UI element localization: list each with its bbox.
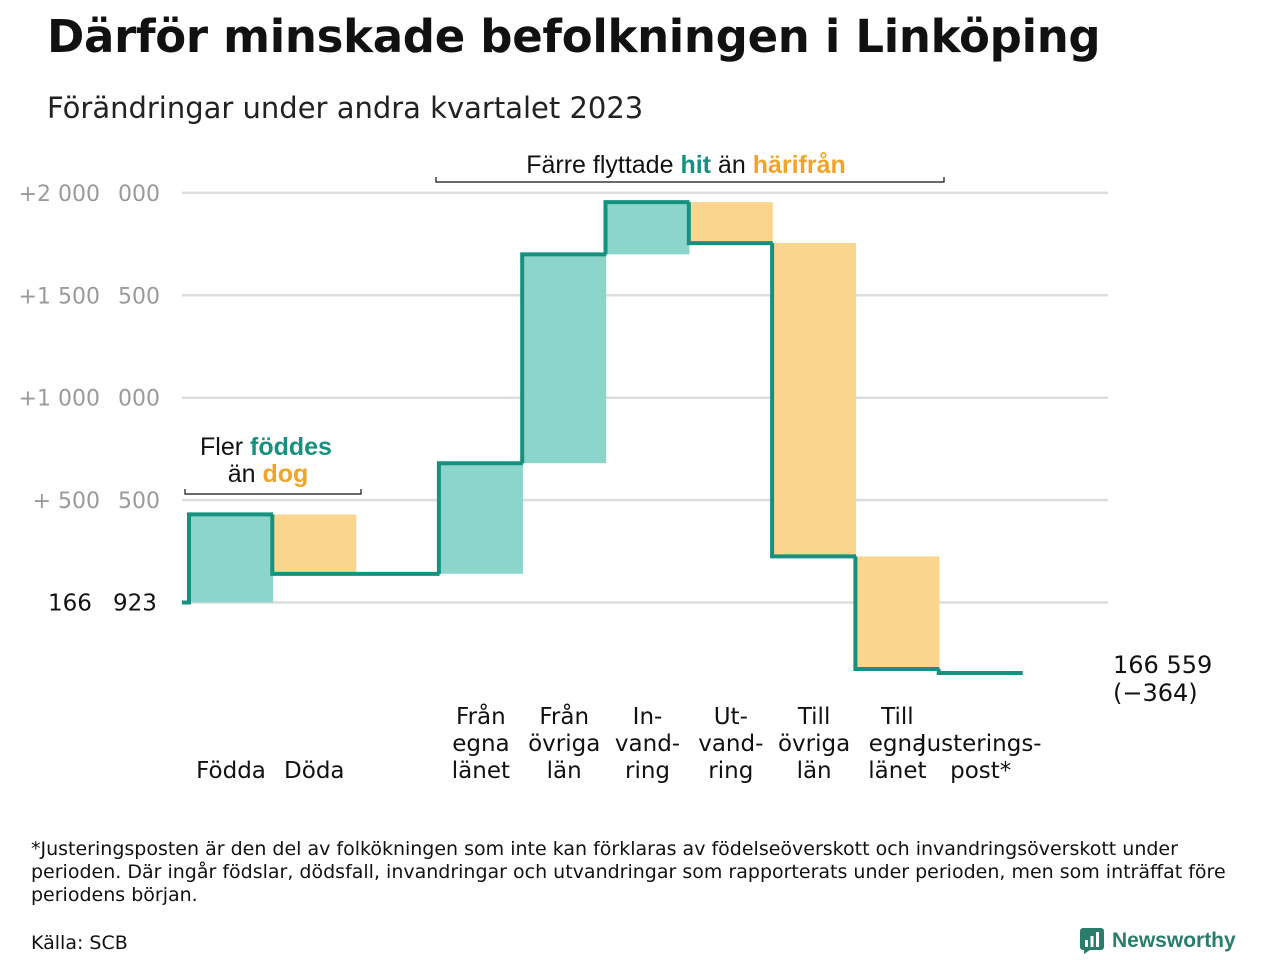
category-label: Från (456, 702, 506, 730)
bar-negative (272, 514, 357, 574)
category-label: Döda (284, 758, 344, 784)
annotation-births: än dog (228, 460, 309, 488)
start-value-label: 166 (48, 591, 92, 617)
annotation-part: än (228, 460, 263, 488)
y-tick-label: 500 (118, 284, 160, 309)
source-note: Källa: SCB (31, 932, 128, 954)
category-label: länet (452, 758, 510, 784)
category-label: län (797, 758, 832, 784)
category-label: ring (708, 758, 753, 784)
category-label: Från (539, 702, 589, 730)
y-tick-label: +1 000 (19, 387, 100, 412)
category-label: egna (869, 731, 926, 757)
end-value-label: 166 559 (1113, 651, 1212, 679)
y-tick-label: 000 (118, 182, 160, 207)
bar-negative (688, 202, 773, 244)
annotation-part: dog (262, 460, 308, 488)
category-label: län (547, 758, 582, 784)
category-label: övriga (528, 731, 600, 757)
footnote: *Justeringsposten är den del av folkökni… (31, 838, 1226, 906)
category-label: In- (633, 704, 663, 730)
category-label: Till (797, 704, 831, 730)
category-label: övriga (778, 731, 850, 757)
waterfall-chart: +2 000 000 +1 500 500 +1 000 000 + 500 500 166 92… (19, 151, 1213, 784)
y-tick-label: 000 (118, 387, 160, 412)
category-label: ring (625, 758, 670, 784)
category-label: Födda (196, 758, 266, 784)
brand: Newsworthy (1080, 928, 1236, 954)
end-change-label: (−364) (1113, 679, 1198, 707)
annotation-births: Fler föddes (200, 433, 332, 461)
annotation-bracket (184, 489, 362, 495)
annotation-part: Färre flyttade (526, 151, 680, 179)
y-tick-label: + 500 (33, 489, 100, 514)
bar-positive (438, 463, 523, 574)
annotation-part: föddes (250, 433, 332, 461)
y-tick-label: +2 000 (19, 182, 100, 207)
y-tick-label: 500 (118, 489, 160, 514)
annotation-bracket (435, 177, 945, 183)
category-label: egna (452, 731, 509, 757)
chart-title: Därför minskade befolkningen i Linköping (47, 10, 1101, 63)
y-tick-label: +1 500 (19, 284, 100, 309)
newsworthy-logo-icon (1080, 928, 1104, 954)
cumulative-step-line (182, 200, 1023, 675)
annotation-part: hit (680, 151, 711, 179)
bar-positive (189, 514, 273, 603)
bar-negative (855, 556, 940, 670)
category-label: vand- (615, 731, 680, 757)
category-label: Justerings- (918, 731, 1042, 757)
annotation-part: än (711, 151, 753, 179)
start-value-label: 923 (113, 591, 157, 617)
category-label: Ut- (714, 704, 748, 730)
category-label: vand- (698, 731, 763, 757)
category-label: post* (950, 758, 1011, 784)
bar-positive (605, 202, 690, 255)
category-label: länet (868, 758, 926, 784)
annotation-migration: Färre flyttade hit än härifrån (526, 151, 846, 179)
category-label: Till (880, 704, 914, 730)
bar-positive (522, 254, 607, 464)
bar-negative (772, 243, 857, 557)
chart-subtitle: Förändringar under andra kvartalet 2023 (47, 91, 644, 125)
annotation-part: härifrån (753, 151, 846, 179)
brand-name: Newsworthy (1112, 929, 1236, 952)
annotation-part: Fler (200, 433, 250, 461)
